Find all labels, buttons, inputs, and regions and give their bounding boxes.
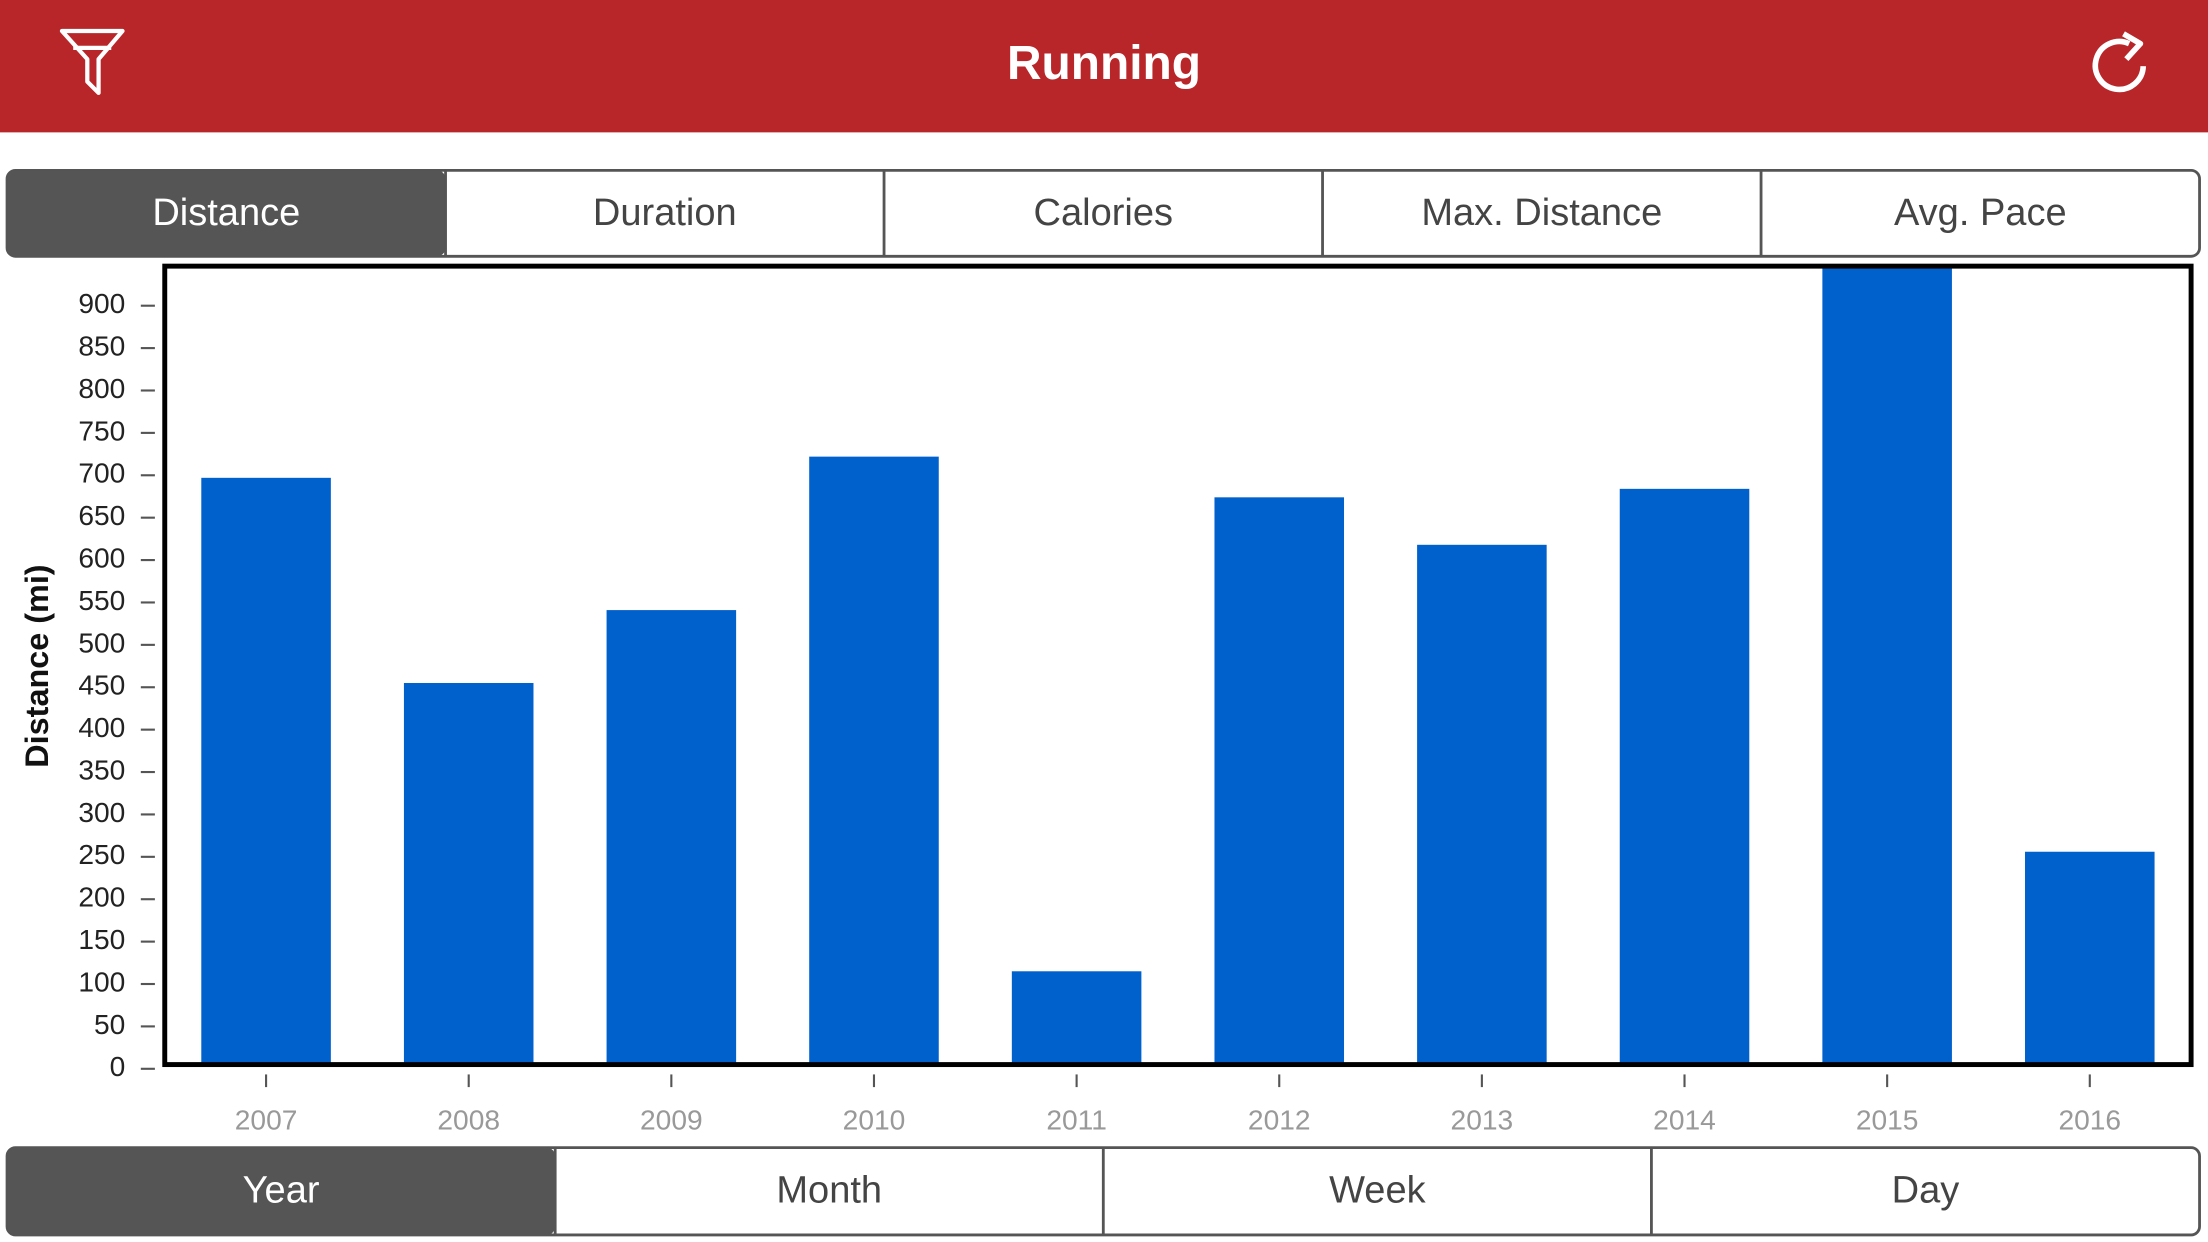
tab-label[interactable]: Month xyxy=(776,1170,882,1212)
y-tick-label: 250 xyxy=(78,839,125,870)
y-tick-label: 850 xyxy=(78,331,125,362)
bar xyxy=(201,477,331,1064)
y-axis-label: Distance (mi) xyxy=(19,564,55,767)
x-tick-label: 2016 xyxy=(2058,1105,2121,1136)
x-tick-label: 2007 xyxy=(235,1105,298,1136)
y-tick-label: 550 xyxy=(78,585,125,616)
tab-label[interactable]: Max. Distance xyxy=(1421,192,1662,234)
tab-selected xyxy=(7,1147,556,1235)
plot-frame xyxy=(162,263,2194,1068)
y-tick-label: 200 xyxy=(78,882,125,913)
y-tick-label: 800 xyxy=(78,373,125,404)
tab-label[interactable]: Distance xyxy=(152,192,300,234)
x-tick-label: 2015 xyxy=(1856,1105,1919,1136)
x-tick-label: 2008 xyxy=(437,1105,500,1136)
y-tick-label: 600 xyxy=(78,543,125,574)
x-tick-label: 2009 xyxy=(640,1105,703,1136)
tab-label[interactable]: Day xyxy=(1892,1170,1960,1212)
y-tick-label: 500 xyxy=(78,627,125,658)
y-tick-label: 350 xyxy=(78,754,125,785)
y-tick-label: 750 xyxy=(78,415,125,446)
x-tick-label: 2013 xyxy=(1451,1105,1514,1136)
y-tick-label: 900 xyxy=(78,288,125,319)
x-tick-label: 2014 xyxy=(1653,1105,1716,1136)
y-tick-label: 0 xyxy=(110,1051,126,1082)
tab-label[interactable]: Week xyxy=(1329,1170,1426,1212)
tab-label[interactable]: Year xyxy=(243,1170,320,1212)
y-tick-label: 100 xyxy=(78,966,125,997)
bar xyxy=(1822,266,1952,1064)
metric-tabs: Distance Duration Calories Max. Distance Avg… xyxy=(5,168,2201,258)
bar xyxy=(1214,497,1345,1064)
bar xyxy=(606,610,737,1064)
header-title: Running xyxy=(1007,37,1201,90)
period-tabs: Year Month Week Day xyxy=(5,1146,2201,1237)
x-tick-label: 2010 xyxy=(843,1105,906,1136)
bar xyxy=(1011,971,1142,1064)
y-tick-label: 650 xyxy=(78,500,125,531)
y-tick-label: 50 xyxy=(94,1009,125,1040)
x-tick-label: 2011 xyxy=(1046,1105,1107,1136)
tab-selected xyxy=(7,170,446,257)
y-tick-label: 300 xyxy=(78,797,125,828)
tab-label[interactable]: Avg. Pace xyxy=(1894,192,2067,234)
bars xyxy=(201,266,2155,1064)
bar xyxy=(2025,851,2155,1064)
chart: Distance (mi) 0 50 100 150 200 250 300 350 400 450… xyxy=(19,263,2194,1136)
bar xyxy=(809,456,939,1064)
filter-button[interactable] xyxy=(59,28,125,96)
tab-label[interactable]: Duration xyxy=(593,192,737,234)
y-tick-label: 400 xyxy=(78,712,125,743)
tab-label[interactable]: Calories xyxy=(1034,192,1173,234)
header-bar xyxy=(0,0,2208,133)
x-tick-label: 2012 xyxy=(1248,1105,1311,1136)
y-tick-label: 450 xyxy=(78,670,125,701)
refresh-button[interactable] xyxy=(2092,31,2147,93)
bar xyxy=(1417,544,1547,1064)
y-tick-label: 700 xyxy=(78,458,125,489)
bar xyxy=(403,683,534,1064)
bar xyxy=(1619,488,1750,1064)
y-tick-label: 150 xyxy=(78,924,125,955)
